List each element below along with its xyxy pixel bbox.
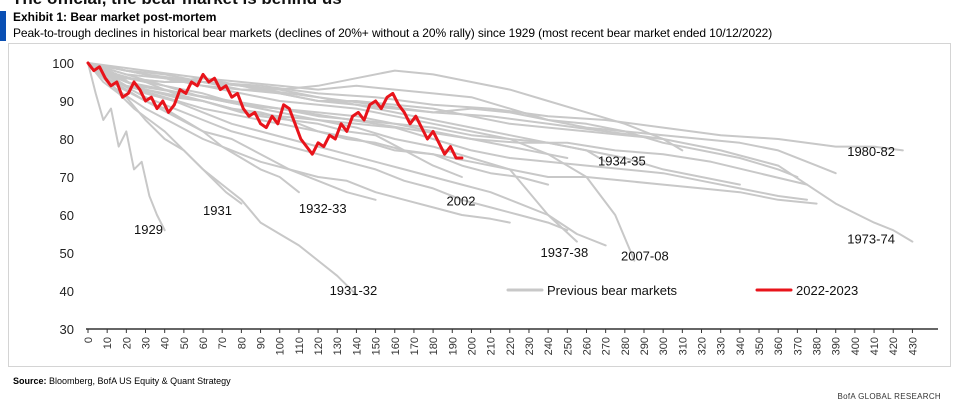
x-tick-label: 180 [428, 337, 440, 355]
x-tick-label: 110 [294, 337, 306, 355]
y-tick-label: 30 [60, 322, 74, 337]
x-tick-label: 340 [735, 337, 747, 355]
x-tick-label: 40 [160, 337, 172, 349]
legend-label-history: Previous bear markets [547, 283, 678, 298]
x-tick-label: 30 [141, 337, 153, 349]
x-tick-label: 140 [351, 337, 363, 355]
annotation-2002: 2002 [447, 194, 476, 209]
x-tick-label: 260 [581, 337, 593, 355]
x-tick-label: 390 [831, 337, 843, 355]
source-label: Source: [13, 376, 47, 386]
x-tick-label: 220 [505, 337, 517, 355]
series-line-unlabeled-13 [87, 62, 377, 201]
series-line-1931 [87, 62, 243, 205]
x-tick-label: 410 [869, 337, 881, 355]
x-tick-label: 250 [562, 337, 574, 355]
x-tick-label: 280 [620, 337, 632, 355]
x-tick-label: 150 [371, 337, 383, 355]
series-line-unlabeled-11 [87, 62, 818, 205]
x-tick-label: 360 [773, 337, 785, 355]
x-tick-label: 10 [102, 337, 114, 349]
x-tick-label: 100 [275, 337, 287, 355]
y-axis-ticks: 30 40 50 60 70 80 90 100 [52, 56, 74, 337]
annotation-1931-32: 1931-32 [330, 283, 378, 298]
x-tick-label: 290 [639, 337, 651, 355]
x-tick-label: 120 [313, 337, 325, 355]
x-tick-label: 430 [907, 337, 919, 355]
x-tick-label: 50 [179, 337, 191, 349]
historical-series-group [87, 62, 914, 296]
chart-legend: Previous bear markets 2022-2023 [506, 283, 858, 298]
annotation-1934-35: 1934-35 [598, 154, 646, 169]
chart-frame [8, 43, 951, 367]
annotation-2007-08: 2007-08 [621, 249, 669, 264]
x-tick-label: 190 [447, 337, 459, 355]
x-tick-label: 230 [524, 337, 536, 355]
brand-footer: BofA GLOBAL RESEARCH [837, 392, 941, 401]
series-annotations: 1929 1931 1932-33 1931-32 2002 1937-38 2007-08… [134, 144, 895, 298]
source-note: Source: Bloomberg, BofA US Equity & Quan… [13, 376, 231, 386]
x-tick-label: 380 [812, 337, 824, 355]
x-tick-label: 20 [121, 337, 133, 349]
y-tick-label: 60 [60, 208, 74, 223]
y-tick-label: 100 [52, 56, 74, 71]
x-tick-label: 210 [486, 337, 498, 355]
x-tick-label: 350 [754, 337, 766, 355]
x-tick-label: 320 [697, 337, 709, 355]
series-line-unlabeled-21 [87, 62, 569, 159]
current-series-group [86, 61, 464, 160]
exhibit-title: Exhibit 1: Bear market post-mortem [13, 10, 217, 24]
annotation-1929: 1929 [134, 222, 163, 237]
annotation-1980-82: 1980-82 [847, 144, 895, 159]
x-tick-label: 160 [390, 337, 402, 355]
legend-label-current: 2022-2023 [796, 283, 858, 298]
series-line-current [86, 61, 464, 160]
x-tick-label: 130 [332, 337, 344, 355]
x-tick-label: 200 [466, 337, 478, 355]
clipped-page-heading: The official, the bear market is behind … [12, 0, 342, 9]
x-tick-label: 80 [236, 337, 248, 349]
x-tick-label: 240 [543, 337, 555, 355]
y-tick-label: 50 [60, 246, 74, 261]
exhibit-subtitle: Peak-to-trough declines in historical be… [13, 26, 773, 40]
annotation-1937-38: 1937-38 [540, 245, 588, 260]
series-line-1929 [87, 62, 166, 232]
x-tick-label: 420 [888, 337, 900, 355]
y-tick-label: 80 [60, 132, 74, 147]
x-tick-label: 170 [409, 337, 421, 355]
series-line-unlabeled-22 [87, 62, 569, 232]
x-tick-label: 400 [850, 337, 862, 355]
x-tick-label: 370 [792, 337, 804, 355]
x-tick-label: 270 [601, 337, 613, 355]
x-tick-label: 60 [198, 337, 210, 349]
x-tick-label: 300 [658, 337, 670, 355]
source-text: Bloomberg, BofA US Equity & Quant Strate… [49, 376, 231, 386]
x-tick-label: 0 [83, 337, 95, 343]
annotation-1932-33: 1932-33 [299, 201, 347, 216]
x-axis-ticks: 0 10 20 30 40 50 60 70 80 90 100 110 120 130 140 150 160… [83, 329, 919, 355]
bear-market-chart: 30 40 50 60 70 80 90 100 0 10 20 30 40 50 60 70 80 90 100… [52, 56, 938, 355]
annotation-1931: 1931 [203, 203, 232, 218]
series-line-1931-32 [87, 62, 358, 296]
y-tick-label: 40 [60, 284, 74, 299]
y-tick-label: 70 [60, 170, 74, 185]
series-line-unlabeled-23 [87, 62, 511, 224]
x-tick-label: 70 [217, 337, 229, 349]
x-tick-label: 90 [256, 337, 268, 349]
x-tick-label: 310 [677, 337, 689, 355]
y-tick-label: 90 [60, 94, 74, 109]
exhibit-accent-bar [0, 11, 6, 41]
x-tick-label: 330 [716, 337, 728, 355]
series-line-unlabeled-12 [87, 62, 550, 186]
annotation-1973-74: 1973-74 [847, 232, 895, 247]
series-line-unlabeled-18 [87, 62, 808, 201]
